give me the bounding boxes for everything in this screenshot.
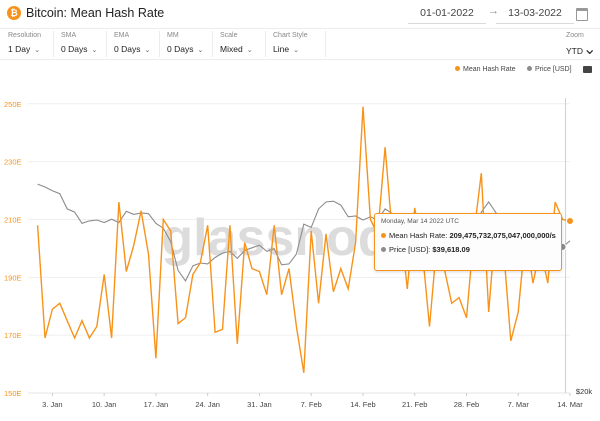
chart-controls: Resolution 1 Day ⌄ SMA 0 Days ⌄ EMA 0 Days… bbox=[0, 29, 600, 60]
ema-select[interactable]: EMA 0 Days ⌄ bbox=[106, 31, 160, 57]
y-tick-label: 170E bbox=[4, 331, 22, 340]
tooltip-hash-swatch bbox=[381, 233, 386, 238]
resolution-value: 1 Day bbox=[8, 44, 31, 54]
chart-title: Bitcoin: Mean Hash Rate bbox=[26, 6, 165, 20]
chart-style-value: Line bbox=[273, 44, 290, 54]
chevron-down-icon: ⌄ bbox=[246, 47, 253, 54]
sma-value: 0 Days bbox=[61, 44, 88, 54]
mm-value: 0 Days bbox=[167, 44, 194, 54]
date-from-input[interactable]: 01-01-2022 bbox=[408, 5, 486, 24]
price-axis-label: $20k bbox=[576, 387, 593, 396]
x-tick-label: 10. Jan bbox=[92, 400, 117, 409]
zoom-value: YTD bbox=[566, 46, 583, 56]
scale-select[interactable]: Scale Mixed ⌄ bbox=[212, 31, 266, 57]
price-series-line bbox=[37, 183, 571, 282]
camera-icon[interactable] bbox=[583, 66, 592, 73]
x-tick-label: 28. Feb bbox=[454, 400, 479, 409]
calendar-icon[interactable] bbox=[576, 8, 588, 21]
y-axis: 150E 170E 190E 210E 230E 250E bbox=[4, 100, 22, 398]
chart-style-select[interactable]: Chart Style Line ⌄ bbox=[265, 31, 326, 57]
hash-rate-hover-marker bbox=[566, 216, 574, 225]
x-tick-label: 21. Feb bbox=[402, 400, 427, 409]
legend-label: Mean Hash Rate bbox=[463, 66, 516, 73]
chevron-down-icon: ⌄ bbox=[197, 47, 204, 54]
chevron-down-icon: ⌄ bbox=[583, 41, 597, 58]
x-tick-label: 24. Jan bbox=[195, 400, 220, 409]
legend-swatch bbox=[455, 66, 460, 71]
x-tick-label: 17. Jan bbox=[144, 400, 169, 409]
date-arrow-icon: → bbox=[488, 5, 499, 17]
legend-item-hash-rate[interactable]: Mean Hash Rate bbox=[455, 66, 516, 73]
ema-label: EMA bbox=[114, 32, 130, 39]
resolution-label: Resolution bbox=[8, 32, 42, 39]
y-tick-label: 150E bbox=[4, 389, 22, 398]
chart-header: ₿ Bitcoin: Mean Hash Rate 01-01-2022 → 1… bbox=[0, 0, 600, 29]
scale-label: Scale bbox=[220, 32, 238, 39]
tooltip-hash-value: 209,475,732,075,047,000,000/s bbox=[449, 231, 556, 240]
resolution-select[interactable]: Resolution 1 Day ⌄ bbox=[0, 31, 54, 57]
ema-value: 0 Days bbox=[114, 44, 141, 54]
y-tick-label: 250E bbox=[4, 100, 22, 109]
date-to-input[interactable]: 13-03-2022 bbox=[496, 5, 574, 24]
chevron-down-icon: ⌄ bbox=[34, 47, 41, 54]
sma-label: SMA bbox=[61, 32, 77, 39]
x-tick-label: 3. Jan bbox=[42, 400, 62, 409]
x-tick-label: 7. Feb bbox=[301, 400, 322, 409]
y-tick-label: 210E bbox=[4, 215, 22, 224]
tooltip-hash-rate-row: Mean Hash Rate: 209,475,732,075,047,000,… bbox=[381, 231, 556, 240]
y-tick-label: 230E bbox=[4, 158, 22, 167]
tooltip-price-swatch bbox=[381, 247, 386, 252]
scale-value: Mixed bbox=[220, 44, 243, 54]
tooltip-price-row: Price [USD]: $39,618.09 bbox=[381, 245, 470, 254]
right-axis-label-box bbox=[571, 385, 598, 396]
x-tick-label: 14. Mar bbox=[557, 400, 583, 409]
chevron-down-icon: ⌄ bbox=[91, 47, 98, 54]
x-tick-label: 31. Jan bbox=[247, 400, 272, 409]
x-axis: 3. Jan 10. Jan 17. Jan 24. Jan 31. Jan 7. Feb… bbox=[28, 392, 583, 409]
mm-select[interactable]: MM 0 Days ⌄ bbox=[159, 31, 213, 57]
zoom-select[interactable]: Zoom YTD⌄ bbox=[566, 31, 596, 59]
x-tick-label: 14. Feb bbox=[350, 400, 375, 409]
legend-label: Price [USD] bbox=[535, 66, 572, 73]
legend-swatch bbox=[527, 66, 532, 71]
zoom-label: Zoom bbox=[566, 32, 584, 39]
chart-style-label: Chart Style bbox=[273, 32, 308, 39]
sma-select[interactable]: SMA 0 Days ⌄ bbox=[53, 31, 107, 57]
chart-tooltip: Monday, Mar 14 2022 UTC Mean Hash Rate: … bbox=[374, 213, 562, 271]
mm-label: MM bbox=[167, 32, 179, 39]
y-tick-label: 190E bbox=[4, 273, 22, 282]
hash-rate-series-line bbox=[36, 106, 571, 373]
bitcoin-icon: ₿ bbox=[7, 6, 21, 20]
tooltip-date: Monday, Mar 14 2022 UTC bbox=[381, 218, 459, 225]
x-tick-label: 7. Mar bbox=[508, 400, 530, 409]
chevron-down-icon: ⌄ bbox=[144, 47, 151, 54]
chevron-down-icon: ⌄ bbox=[293, 47, 299, 54]
tooltip-price-label: Price [USD]: bbox=[389, 245, 431, 254]
legend-item-price[interactable]: Price [USD] bbox=[527, 66, 572, 73]
tooltip-hash-label: Mean Hash Rate: bbox=[389, 231, 448, 240]
tooltip-price-value: $39,618.09 bbox=[432, 245, 470, 254]
